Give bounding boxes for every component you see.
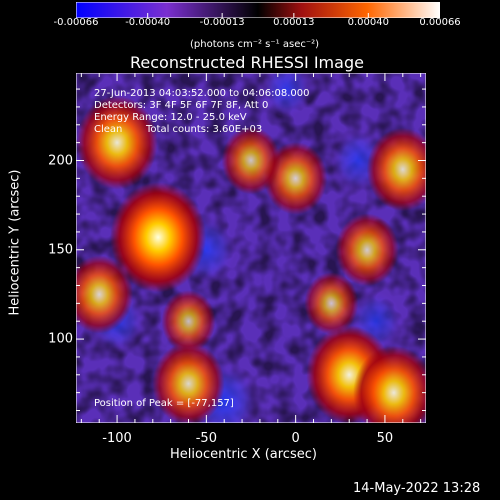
heatmap-hot-spot xyxy=(304,272,359,335)
total-counts-annotation: Total counts: 3.60E+03 xyxy=(146,124,263,135)
colorbar-tick-label: -0.00013 xyxy=(199,17,245,28)
heatmap-hot-spot xyxy=(335,213,399,287)
heatmap-hot-spot xyxy=(221,126,281,195)
chart-title: Reconstructed RHESSI Image xyxy=(130,53,364,72)
axis-tick-marks xyxy=(76,73,426,423)
heatmap-hot-spot xyxy=(353,345,426,423)
y-axis-label: Heliocentric Y (arcsec) xyxy=(7,169,23,316)
y-tick-label: 150 xyxy=(48,242,73,258)
colorbar-tick-label: 0.00013 xyxy=(273,17,315,28)
heatmap-hot-spot xyxy=(366,127,426,212)
colorbar xyxy=(76,2,440,18)
x-tick-label: 0 xyxy=(291,431,300,446)
heatmap-hot-spot xyxy=(76,95,158,190)
colorbar-tick-label: -0.00040 xyxy=(125,17,171,28)
time-range-annotation: 27-Jun-2013 04:03:52.000 to 04:06:08.000 xyxy=(94,88,310,99)
colorbar-tick-label: -0.00066 xyxy=(53,17,99,28)
heatmap-hot-spot xyxy=(161,290,216,353)
x-tick-label: -100 xyxy=(102,431,132,446)
heatmap-hot-spot xyxy=(152,342,225,423)
y-tick-label: 100 xyxy=(48,331,73,347)
colorbar-tick-marks xyxy=(76,13,440,18)
x-axis-label: Heliocentric X (arcsec) xyxy=(170,447,317,462)
peak-position-annotation: Position of Peak = [-77,157] xyxy=(94,398,234,409)
colorbar-tick-label: 0.00040 xyxy=(347,17,389,28)
colorbar-tick-label: 0.00066 xyxy=(419,17,461,28)
y-tick-label: 200 xyxy=(48,153,73,168)
heatmap-hot-spot xyxy=(76,255,134,334)
clean-annotation: Clean xyxy=(94,124,123,135)
heatmap-plot xyxy=(76,73,426,423)
footer-timestamp: 14-May-2022 13:28 xyxy=(353,481,481,496)
heatmap-hot-spot xyxy=(110,182,207,293)
colorbar-unit-label: (photons cm⁻² s⁻¹ asec⁻²) xyxy=(190,39,320,50)
heatmap-cold-spot xyxy=(261,73,312,118)
energy-range-annotation: Energy Range: 12.0 - 25.0 keV xyxy=(94,112,247,123)
x-tick-label: -50 xyxy=(195,431,217,446)
detectors-annotation: Detectors: 3F 4F 5F 6F 7F 8F, Att 0 xyxy=(94,100,269,111)
heatmap-spots xyxy=(76,73,426,423)
x-tick-label: 50 xyxy=(376,431,394,446)
